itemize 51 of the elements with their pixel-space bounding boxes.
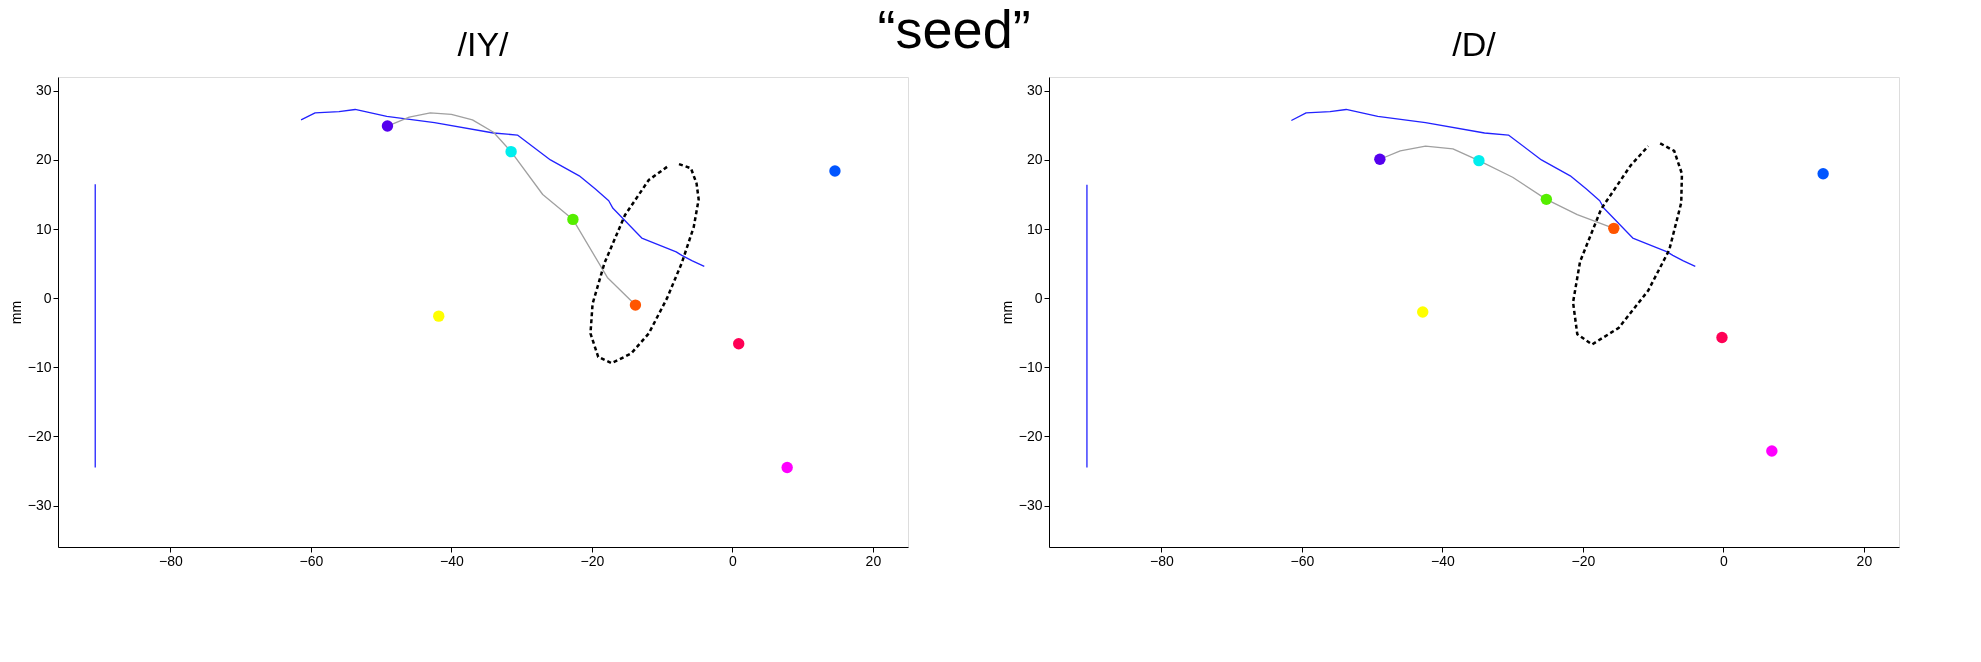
point: [1417, 306, 1429, 318]
point: [1540, 193, 1553, 206]
y-tick-label: −20: [27, 427, 52, 444]
x-tick-label: 0: [1719, 552, 1728, 569]
text: “seed”: [877, 0, 1031, 59]
y-tick-label: −10: [1018, 358, 1043, 375]
x-tick-label: −80: [159, 552, 183, 569]
point: [1473, 154, 1485, 167]
y-tick-label: 10: [35, 220, 52, 237]
y-tick-label: 0: [1034, 289, 1043, 306]
point: [1608, 222, 1620, 235]
y-axis-title: mm: [998, 300, 1015, 325]
line-series: [589, 162, 700, 365]
line-series: [300, 108, 705, 268]
y-tick-label: −20: [1018, 427, 1043, 444]
x-tick-label: −80: [1150, 552, 1174, 569]
point: [829, 165, 841, 177]
point: [733, 338, 745, 350]
y-tick-label: 10: [1026, 220, 1043, 237]
x-tick-label: 20: [1856, 552, 1873, 569]
point: [381, 120, 394, 132]
line-series: [1290, 108, 1696, 268]
x-tick-label: −40: [440, 552, 464, 569]
y-tick-label: 20: [1026, 151, 1043, 168]
x-tick-label: −20: [1571, 552, 1596, 569]
x-tick-label: 0: [728, 552, 737, 569]
line-series: [1571, 142, 1684, 346]
x-tick-label: −40: [1431, 552, 1455, 569]
point: [1817, 168, 1829, 180]
y-tick-label: −10: [27, 358, 52, 375]
y-tick-label: 20: [35, 151, 52, 168]
point: [1716, 331, 1728, 344]
point: [1766, 445, 1778, 457]
x-tick-label: −60: [1290, 552, 1315, 569]
point: [629, 299, 642, 311]
x-tick-label: −20: [580, 552, 605, 569]
x-tick-label: 20: [865, 552, 882, 569]
chart-title: /IY/: [457, 25, 510, 63]
y-tick-label: 0: [43, 289, 52, 306]
y-axis-title: mm: [7, 300, 24, 325]
y-tick-label: 30: [1026, 82, 1043, 99]
point: [567, 213, 579, 226]
y-tick-label: 30: [35, 82, 52, 99]
x-tick-label: −60: [299, 552, 324, 569]
y-tick-label: −30: [1018, 497, 1043, 514]
point: [1374, 153, 1386, 165]
y-tick-label: −30: [27, 497, 52, 514]
chart-title: /D/: [1452, 25, 1497, 63]
point: [781, 461, 793, 474]
point: [433, 310, 445, 322]
point: [505, 145, 517, 158]
